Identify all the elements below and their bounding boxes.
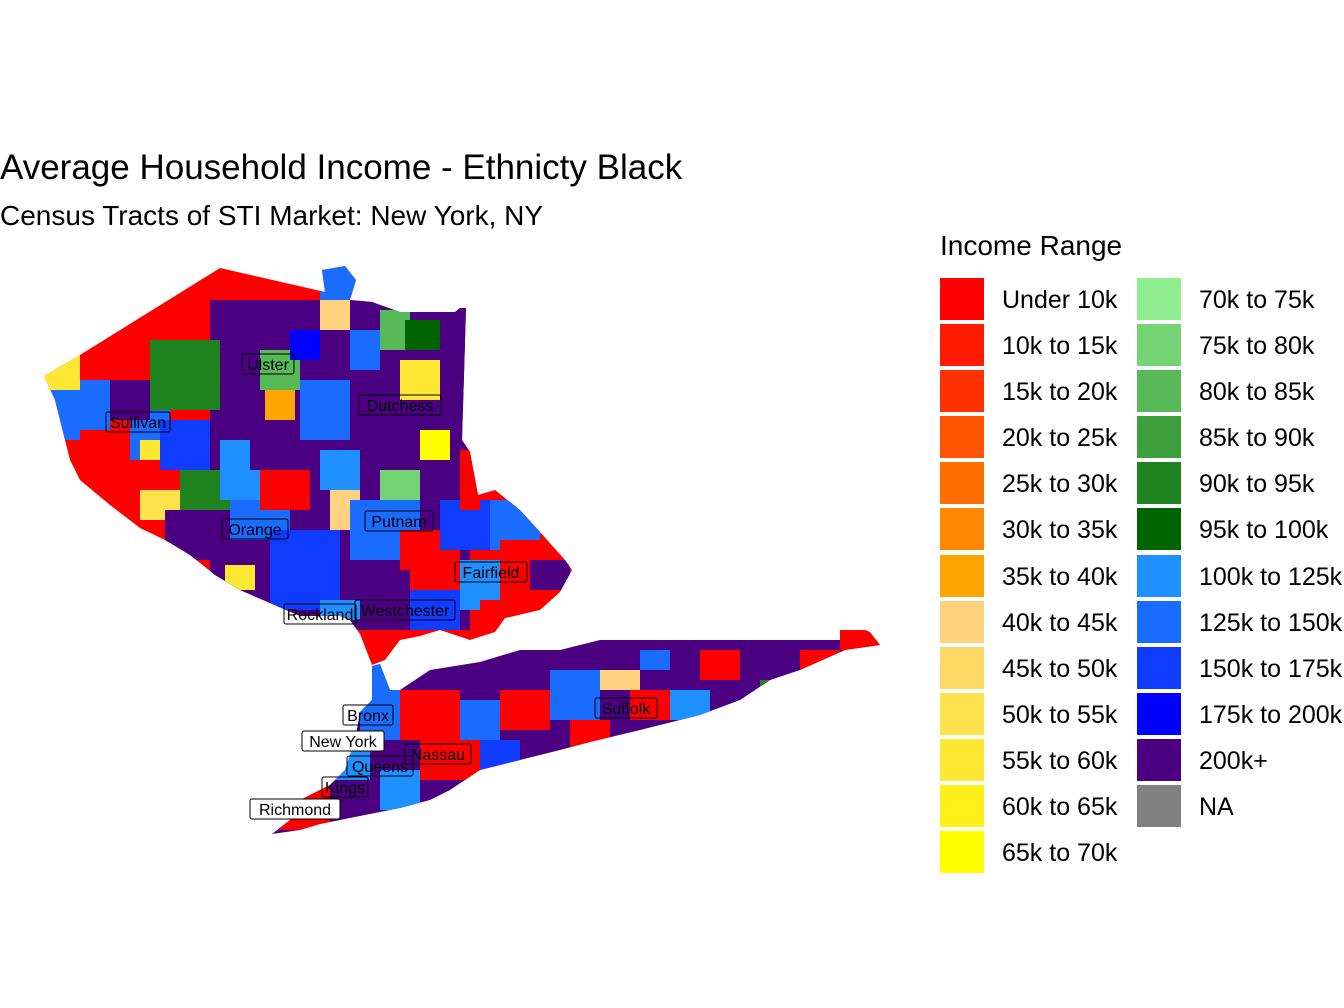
svg-text:Rockland: Rockland xyxy=(287,607,354,624)
legend-swatch xyxy=(940,554,984,597)
legend-swatch xyxy=(940,462,984,505)
svg-text:Putnam: Putnam xyxy=(371,514,426,531)
county-label-queens: Queens xyxy=(346,755,414,777)
legend-swatch xyxy=(940,785,984,828)
legend-label: 75k to 80k xyxy=(1199,332,1315,361)
county-label-new-york: New York xyxy=(301,730,385,752)
county-label-fairfield: Fairfield xyxy=(454,561,528,583)
legend-label: 25k to 30k xyxy=(1002,470,1118,499)
county-label-ulster: Ulster xyxy=(241,353,295,375)
legend-swatch xyxy=(1137,508,1181,551)
legend-swatch xyxy=(1137,554,1181,597)
legend-label: 45k to 50k xyxy=(1002,654,1118,683)
legend-swatch xyxy=(1137,416,1181,459)
legend-swatch xyxy=(940,508,984,551)
legend-label: 40k to 45k xyxy=(1002,608,1118,637)
county-label-richmond: Richmond xyxy=(249,798,341,820)
county-label-kings: Kings xyxy=(321,776,369,798)
county-label-westchester: Westchester xyxy=(354,599,456,621)
legend-label: 35k to 40k xyxy=(1002,562,1118,591)
county-label-dutchess: Dutchess xyxy=(358,394,442,416)
legend-label: 60k to 65k xyxy=(1002,793,1118,822)
legend-label: Under 10k xyxy=(1002,286,1118,314)
county-label-orange: Orange xyxy=(221,518,289,540)
legend-swatch xyxy=(940,278,984,320)
legend-label: 10k to 15k xyxy=(1002,332,1118,361)
legend-swatch xyxy=(940,600,984,643)
legend-label: 90k to 95k xyxy=(1199,470,1315,499)
legend-swatch xyxy=(940,831,984,874)
legend-label: 150k to 175k xyxy=(1199,654,1343,683)
legend-label: NA xyxy=(1199,793,1234,822)
legend-swatch xyxy=(1137,370,1181,413)
svg-text:Queens: Queens xyxy=(352,759,408,776)
legend-swatch xyxy=(940,416,984,459)
map-title: Average Household Income - Ethnicty Blac… xyxy=(0,148,683,187)
county-label-nassau: Nassau xyxy=(404,743,472,765)
legend-swatch xyxy=(940,646,984,689)
svg-text:Dutchess: Dutchess xyxy=(367,398,434,415)
svg-text:Orange: Orange xyxy=(228,522,281,539)
svg-text:Fairfield: Fairfield xyxy=(463,565,520,582)
legend-label: 55k to 60k xyxy=(1002,746,1118,775)
legend-label: 200k+ xyxy=(1199,746,1268,775)
legend-label: 100k to 125k xyxy=(1199,562,1343,591)
svg-text:Sullivan: Sullivan xyxy=(110,415,166,432)
legend-swatch xyxy=(940,324,984,367)
svg-text:Westchester: Westchester xyxy=(361,603,450,620)
legend-swatch xyxy=(1137,462,1181,505)
legend-swatch xyxy=(1137,278,1181,320)
county-label-sullivan: Sullivan xyxy=(105,411,171,433)
legend-swatch xyxy=(1137,738,1181,781)
legend-title: Income Range xyxy=(940,230,1123,261)
legend-label: 15k to 20k xyxy=(1002,378,1118,407)
county-label-suffolk: Suffolk xyxy=(594,697,658,719)
county-labels: Ulster Sullivan Dutchess Orange Putnam F… xyxy=(105,353,658,820)
legend-label: 70k to 75k xyxy=(1199,286,1315,314)
legend-label: 85k to 90k xyxy=(1199,424,1315,453)
svg-text:Nassau: Nassau xyxy=(411,747,465,764)
county-label-rockland: Rockland xyxy=(283,603,357,625)
legend-swatch xyxy=(1137,785,1181,828)
county-label-putnam: Putnam xyxy=(364,510,434,532)
svg-text:New York: New York xyxy=(309,734,378,751)
legend-swatch xyxy=(1137,600,1181,643)
legend-swatch xyxy=(940,370,984,413)
legend-label: 95k to 100k xyxy=(1199,516,1329,545)
svg-text:Ulster: Ulster xyxy=(247,357,289,374)
map-subtitle: Census Tracts of STI Market: New York, N… xyxy=(0,200,544,231)
svg-text:Kings: Kings xyxy=(325,780,365,797)
legend-swatch xyxy=(1137,692,1181,735)
legend-label: 30k to 35k xyxy=(1002,516,1118,545)
svg-text:Richmond: Richmond xyxy=(259,802,331,819)
svg-text:Suffolk: Suffolk xyxy=(602,701,652,718)
legend-label: 65k to 70k xyxy=(1002,839,1118,868)
legend-label: 20k to 25k xyxy=(1002,424,1118,453)
legend-label: 175k to 200k xyxy=(1199,700,1343,729)
county-label-bronx: Bronx xyxy=(342,704,394,726)
census-tract-map: Ulster Sullivan Dutchess Orange Putnam F… xyxy=(44,266,880,834)
legend-swatch xyxy=(940,692,984,735)
legend-swatch xyxy=(940,738,984,781)
legend-label: 50k to 55k xyxy=(1002,700,1118,729)
legend-label: 125k to 150k xyxy=(1199,608,1343,637)
legend-label: 80k to 85k xyxy=(1199,378,1315,407)
legend-swatch xyxy=(1137,324,1181,367)
svg-text:Bronx: Bronx xyxy=(347,708,389,725)
legend-swatch xyxy=(1137,646,1181,689)
